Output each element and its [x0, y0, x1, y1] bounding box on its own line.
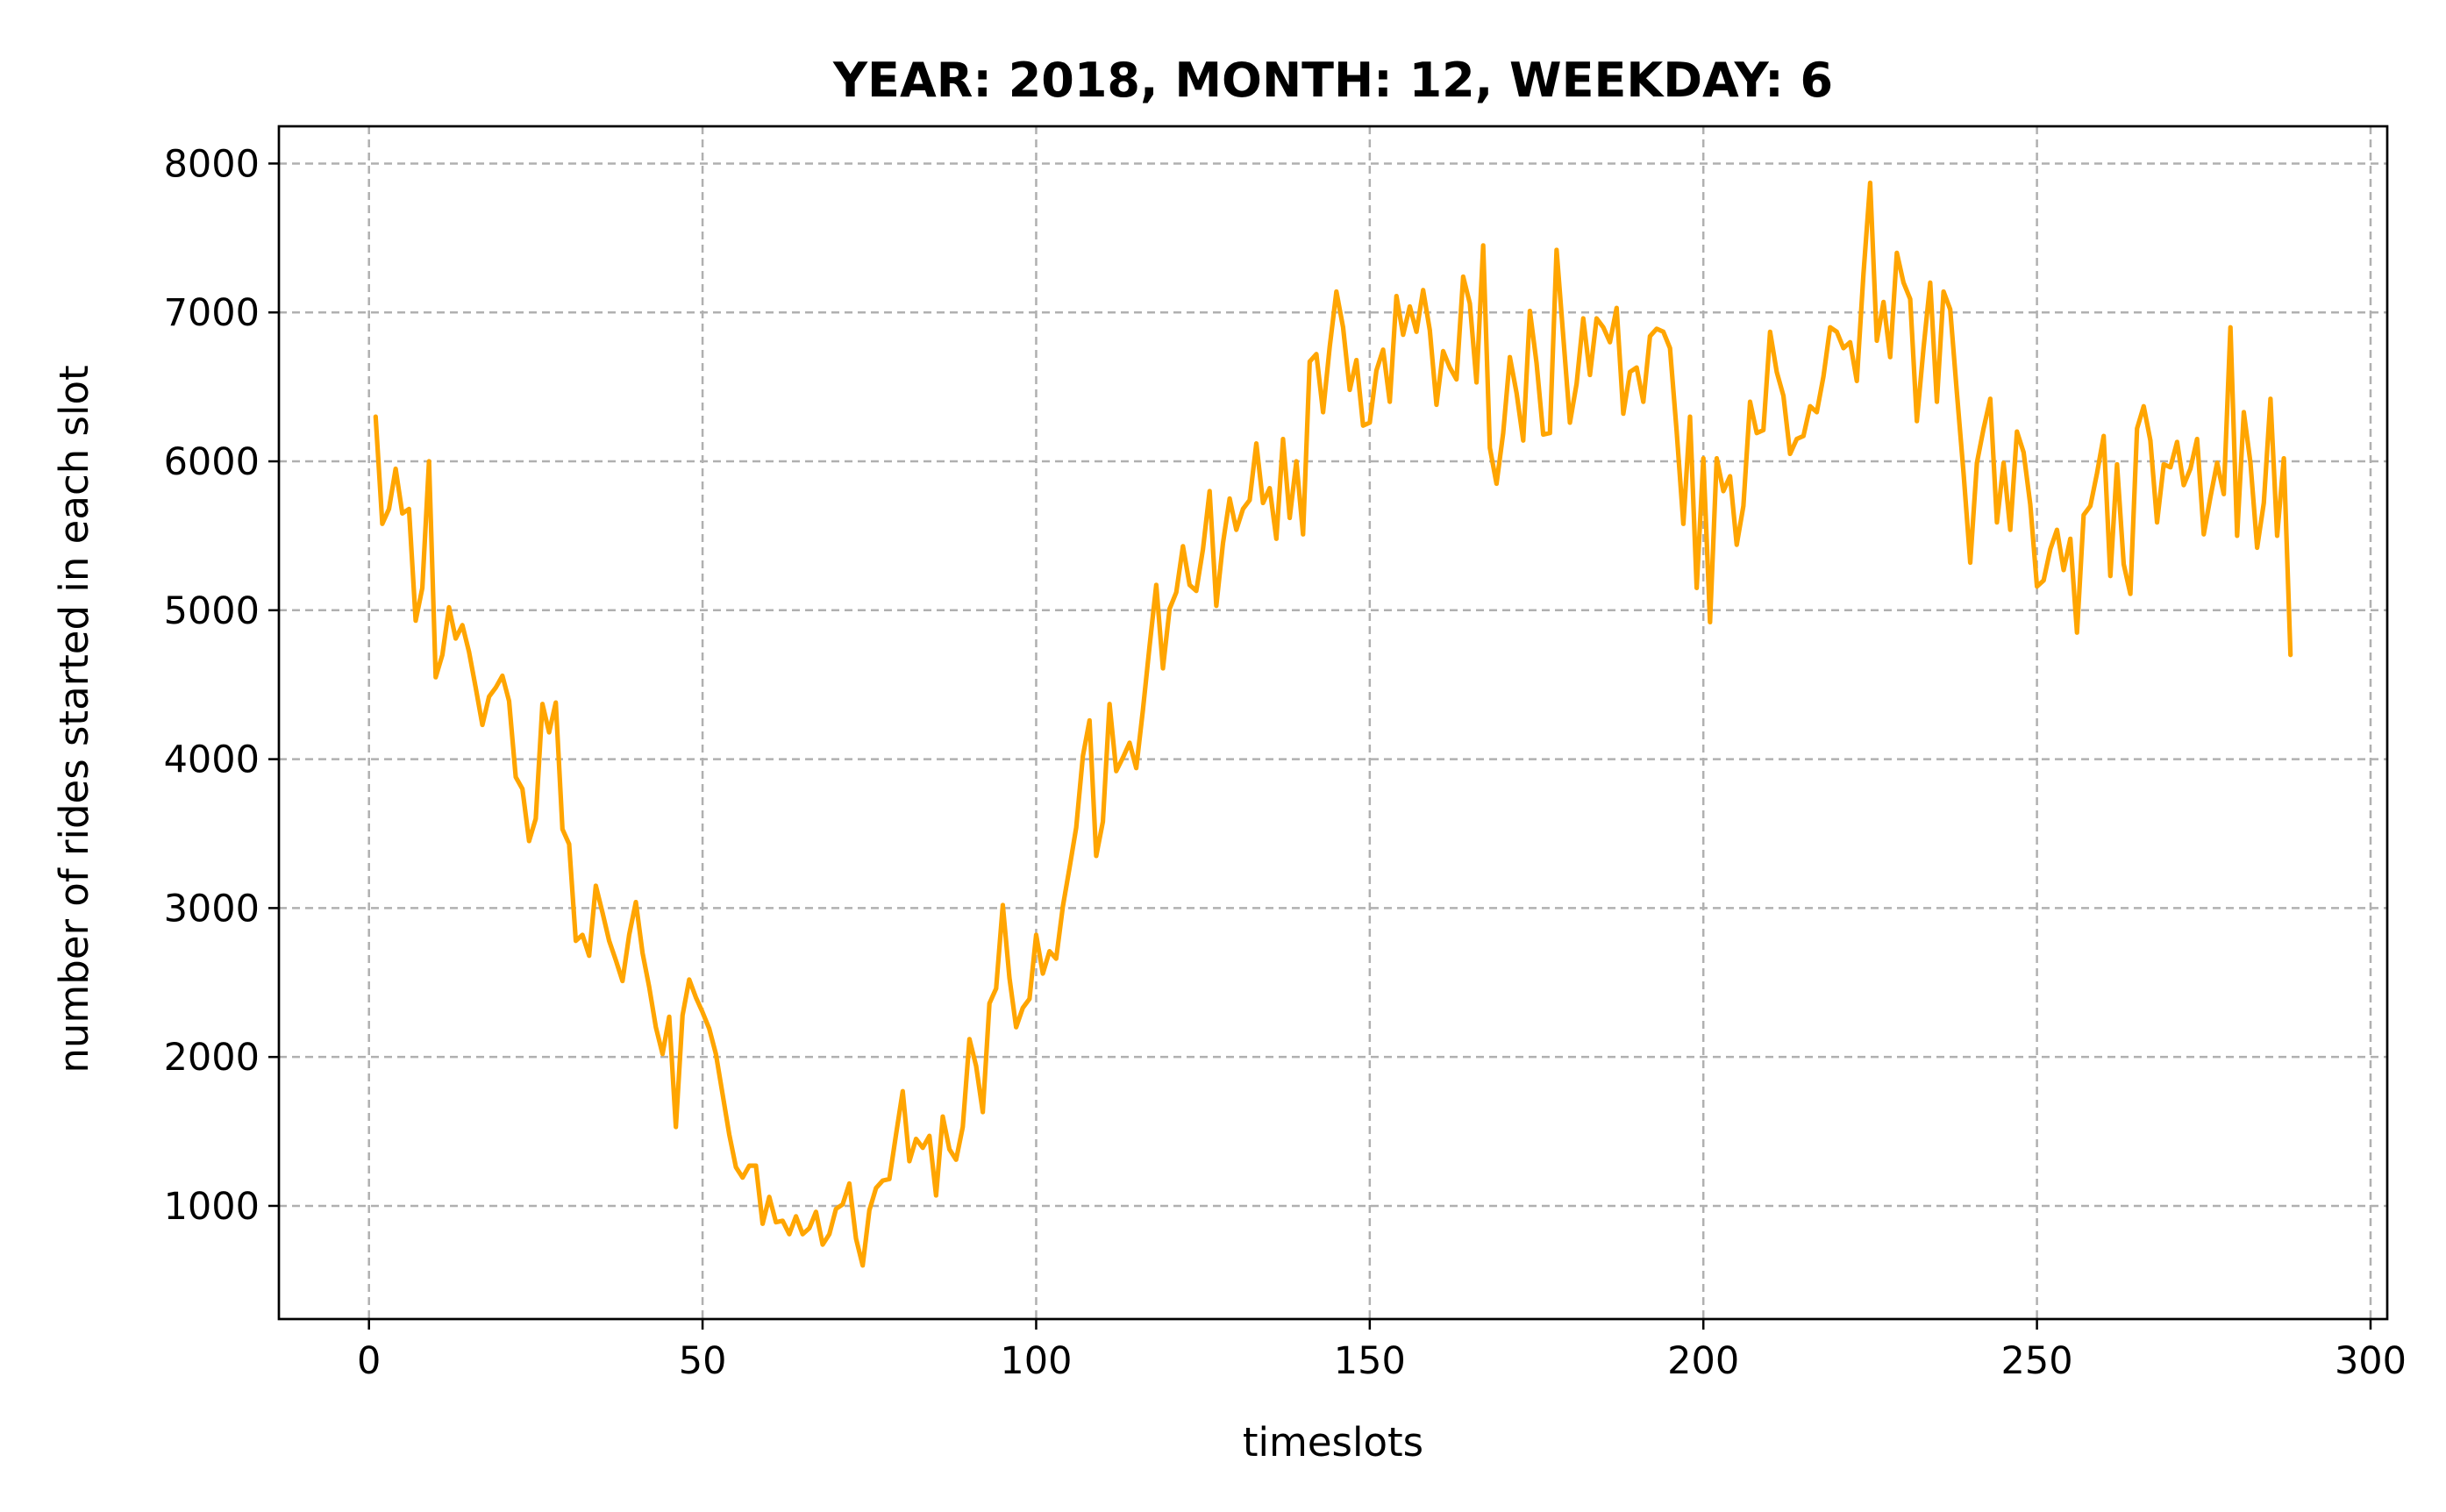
x-axis-label: timeslots	[1243, 1419, 1423, 1466]
y-tick-label: 3000	[164, 887, 260, 931]
y-tick-label: 1000	[164, 1185, 260, 1229]
series-line	[373, 180, 2293, 1268]
y-tick-label: 7000	[164, 291, 260, 335]
x-tick-label: 150	[1334, 1339, 1406, 1383]
y-tick-label: 8000	[164, 142, 260, 186]
x-tick-label: 200	[1667, 1339, 1739, 1383]
x-tick-label: 250	[2001, 1339, 2073, 1383]
plot-frame	[277, 125, 2389, 1321]
x-tick-label: 100	[1000, 1339, 1072, 1383]
series-layer	[373, 180, 2293, 1268]
y-axis-label: number of rides started in each slot	[51, 365, 97, 1073]
y-tick-label: 4000	[164, 738, 260, 782]
chart-title: YEAR: 2018, MONTH: 12, WEEKDAY: 6	[832, 53, 1833, 108]
x-tick-label: 50	[679, 1339, 727, 1383]
y-tick-label: 6000	[164, 440, 260, 484]
y-tick-label: 2000	[164, 1036, 260, 1080]
y-tick-label: 5000	[164, 589, 260, 633]
axis-ticks: 0 50 100 150 200 250 300 1000 2000 3000 4000 5000 60…	[164, 142, 2407, 1383]
x-tick-label: 0	[357, 1339, 381, 1383]
x-tick-label: 300	[2335, 1339, 2407, 1383]
